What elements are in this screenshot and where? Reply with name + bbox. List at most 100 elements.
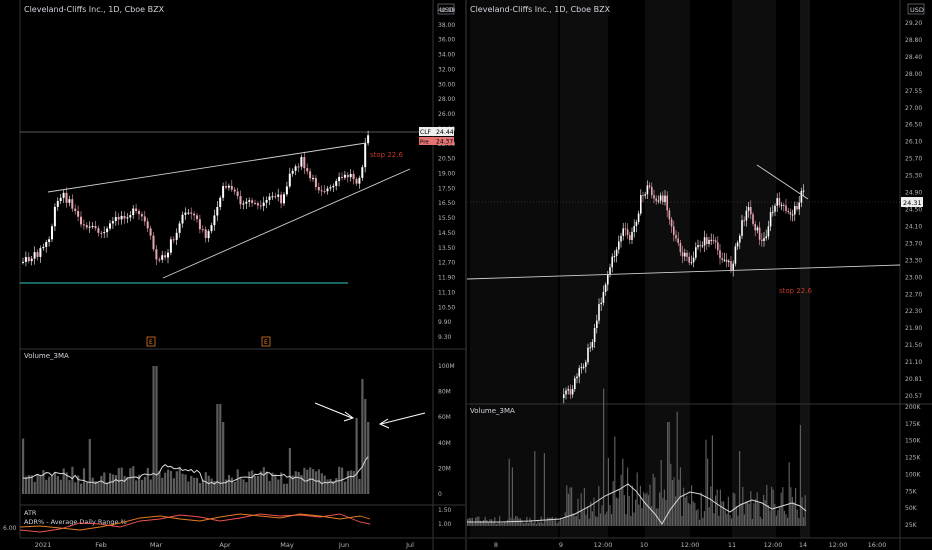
right-time-label-5: 11 (728, 541, 736, 549)
right-volume-bar (487, 522, 489, 526)
left-time-axis[interactable]: 2021 Feb Mar Apr May Jun Jul (35, 541, 414, 549)
left-volume-bar (51, 475, 54, 494)
left-candle (259, 205, 262, 207)
right-candle (747, 207, 750, 211)
left-volume-bar (158, 470, 161, 494)
right-volume-bar (492, 521, 494, 526)
right-volume-bar (644, 494, 646, 526)
right-price-axis-label-8: 25.70 (905, 156, 922, 163)
left-event-marker-1[interactable]: E (146, 336, 156, 347)
left-candle (300, 157, 303, 167)
right-volume-bar (555, 517, 557, 526)
left-chart-pane[interactable]: Cleveland-Cliffs Inc., 1D, Cboe BZX USD … (3, 0, 465, 550)
right-volume-bar (502, 523, 504, 526)
right-volume-bar (622, 458, 624, 526)
left-candle (39, 248, 42, 257)
left-volume-bar (82, 468, 86, 494)
right-resistance-trendline[interactable] (756, 164, 809, 200)
right-volume-bar (593, 497, 595, 526)
left-candle (291, 170, 294, 174)
left-last-price-label: 24.44 (436, 129, 454, 136)
left-stop-annotation[interactable]: stop 22.6 (370, 151, 403, 159)
left-candle (262, 202, 265, 206)
left-volume-bar (251, 470, 254, 494)
left-candle (320, 190, 323, 192)
left-upper-trendline[interactable] (47, 142, 367, 193)
right-candle (569, 389, 572, 395)
right-volume-bar (603, 388, 605, 526)
right-candle (780, 204, 783, 206)
left-candle (42, 246, 45, 249)
left-candle (288, 173, 291, 187)
left-candle (74, 208, 77, 212)
left-volume-bar (201, 479, 204, 494)
right-volume-bar (673, 477, 675, 526)
left-arrow-2[interactable] (378, 412, 426, 429)
right-candle (585, 362, 587, 367)
left-arrow-1[interactable] (314, 402, 355, 422)
right-volume-bar (647, 495, 649, 526)
left-volume-bar (172, 478, 175, 494)
right-volume-bar (633, 512, 635, 526)
left-volume-bar (39, 475, 42, 494)
left-event-marker-2[interactable]: E (261, 336, 271, 347)
right-time-axis[interactable]: 8 9 12:00 10 12:00 11 12:00 14 12:00 16:00 (494, 541, 886, 549)
left-volume-bar (152, 366, 155, 494)
left-lower-trendline[interactable] (162, 168, 411, 279)
left-candle (271, 196, 274, 198)
left-price-axis[interactable]: 40.00 38.00 36.00 34.00 32.00 30.00 28.00 26.00… (438, 7, 455, 341)
left-volume-bar (71, 466, 74, 494)
right-candle (706, 237, 708, 245)
left-candle (268, 196, 271, 201)
left-candle (236, 191, 239, 197)
right-volume-bar (473, 522, 475, 526)
right-volume-bar (491, 519, 493, 526)
left-currency-badge[interactable] (437, 3, 455, 15)
right-currency-badge[interactable] (907, 3, 925, 15)
right-volume-bar (537, 521, 539, 526)
right-stop-annotation[interactable]: stop 22.6 (779, 287, 812, 295)
right-volume-bar (558, 521, 560, 526)
right-candle (565, 390, 567, 395)
right-support-trendline[interactable] (466, 264, 901, 280)
left-price-axis-label-5: 30.00 (438, 81, 455, 88)
right-candle (576, 376, 578, 379)
right-candle (567, 389, 569, 391)
left-candle (216, 206, 219, 216)
left-time-label-3: Apr (219, 541, 231, 549)
right-candle (644, 194, 646, 196)
right-candle (776, 198, 778, 206)
right-volume-bar (767, 505, 769, 526)
right-volume-bar (739, 451, 741, 526)
right-volume-bar (539, 522, 541, 526)
left-candle (361, 167, 364, 178)
right-volume-bar (619, 489, 621, 526)
right-candle (736, 242, 739, 247)
right-volume-bar (643, 492, 645, 526)
right-candle (789, 212, 792, 215)
right-volume-bar (675, 496, 677, 526)
right-price-axis[interactable]: 29.20 28.80 28.40 28.00 27.55 27.00 26.50 26.10… (905, 20, 922, 400)
left-price-axis-label-20: 10.50 (438, 304, 455, 311)
right-volume-bar (689, 504, 691, 526)
left-volume-bar (216, 404, 219, 494)
left-volume-bar (367, 422, 370, 494)
left-candle (155, 249, 158, 260)
left-volume-axis[interactable]: 100M 80M 60M 40M 20M 0 (438, 363, 455, 498)
left-candle (158, 259, 161, 261)
left-volume-bar (254, 475, 257, 494)
right-volume-bar (649, 484, 651, 526)
right-volume-axis[interactable]: 200K 175K 150K 125K 100K 75K 50K 25K (905, 404, 921, 529)
left-volume-bar (361, 379, 364, 494)
right-volume-bar (585, 514, 587, 526)
right-volume-bar (654, 477, 656, 526)
left-candle (36, 252, 39, 257)
left-candle (109, 223, 111, 229)
right-volume-bar (628, 496, 630, 526)
left-volume-bar (111, 474, 115, 494)
left-volume-bar (143, 476, 146, 494)
left-price-axis-label-3: 34.00 (438, 52, 455, 59)
right-chart-pane[interactable]: Cleveland-Cliffs Inc., 1D, Cboe BZX USD … (466, 0, 932, 550)
right-candle (719, 250, 721, 259)
